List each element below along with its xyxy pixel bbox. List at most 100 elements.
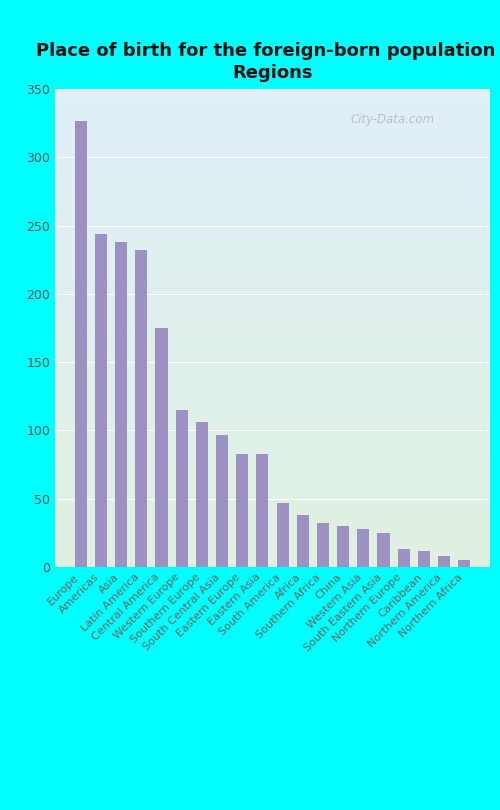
Bar (176, 410, 188, 567)
Bar (55, 400, 490, 402)
Bar (55, 292, 490, 295)
Bar (55, 443, 490, 446)
Bar (136, 250, 147, 567)
Bar (55, 323, 490, 326)
Bar (55, 321, 490, 323)
Bar (55, 328, 490, 330)
Bar (55, 173, 490, 175)
Bar (55, 555, 490, 557)
Bar (55, 512, 490, 514)
Bar (276, 503, 288, 567)
Bar (337, 526, 349, 567)
Bar (55, 364, 490, 366)
Bar (55, 500, 490, 502)
Bar (55, 211, 490, 213)
Bar (55, 142, 490, 144)
Bar (55, 338, 490, 340)
Bar (55, 469, 490, 471)
Bar (156, 328, 168, 567)
Bar (55, 464, 490, 467)
Bar (55, 151, 490, 154)
Bar (55, 562, 490, 565)
Bar (398, 549, 409, 567)
Bar (55, 419, 490, 421)
Bar (55, 356, 490, 359)
Bar (55, 202, 490, 204)
Bar (55, 230, 490, 232)
Bar (55, 529, 490, 531)
Bar (55, 369, 490, 371)
Bar (55, 268, 490, 271)
Bar (55, 438, 490, 441)
Bar (55, 402, 490, 404)
Bar (55, 524, 490, 526)
Bar (55, 497, 490, 500)
Bar (55, 450, 490, 452)
Bar (55, 509, 490, 512)
Bar (55, 266, 490, 268)
Bar (55, 280, 490, 283)
Bar (55, 448, 490, 450)
Bar (378, 533, 390, 567)
Bar (55, 92, 490, 94)
Bar (55, 484, 490, 486)
Bar (55, 505, 490, 507)
Bar (55, 237, 490, 240)
Bar (55, 127, 490, 130)
Bar (55, 180, 490, 182)
Bar (55, 134, 490, 137)
Bar (55, 120, 490, 122)
Bar (55, 89, 490, 92)
Bar (55, 560, 490, 562)
Bar (55, 531, 490, 534)
Bar (458, 561, 470, 567)
Bar (55, 548, 490, 550)
Bar (55, 115, 490, 117)
Bar (55, 424, 490, 426)
Bar (55, 149, 490, 151)
Bar (55, 545, 490, 548)
Bar (55, 215, 490, 218)
Bar (55, 486, 490, 488)
Bar (55, 309, 490, 311)
Bar (55, 185, 490, 187)
Bar (55, 137, 490, 139)
Bar (55, 359, 490, 361)
Bar (95, 234, 107, 567)
Bar (55, 388, 490, 390)
Bar (55, 354, 490, 356)
Bar (55, 326, 490, 328)
Bar (55, 393, 490, 395)
Bar (55, 416, 490, 419)
Bar (55, 386, 490, 388)
Bar (55, 96, 490, 99)
Bar (55, 398, 490, 400)
Bar (55, 187, 490, 190)
Bar (55, 383, 490, 386)
Bar (55, 147, 490, 149)
Bar (55, 352, 490, 354)
Bar (55, 109, 490, 111)
Bar (55, 297, 490, 300)
Bar (55, 462, 490, 464)
Bar (236, 454, 248, 567)
Bar (55, 261, 490, 263)
Bar (55, 519, 490, 522)
Bar (55, 190, 490, 192)
Bar (55, 218, 490, 220)
Bar (55, 407, 490, 409)
Bar (438, 556, 450, 567)
Bar (55, 507, 490, 509)
Bar (55, 305, 490, 306)
Bar (55, 290, 490, 292)
Bar (55, 526, 490, 529)
Bar (55, 130, 490, 132)
Bar (55, 335, 490, 338)
Bar (55, 343, 490, 345)
Bar (55, 94, 490, 96)
Bar (55, 207, 490, 209)
Bar (55, 491, 490, 493)
Bar (55, 204, 490, 207)
Bar (55, 378, 490, 381)
Title: Place of birth for the foreign-born population -
Regions: Place of birth for the foreign-born popu… (36, 42, 500, 82)
